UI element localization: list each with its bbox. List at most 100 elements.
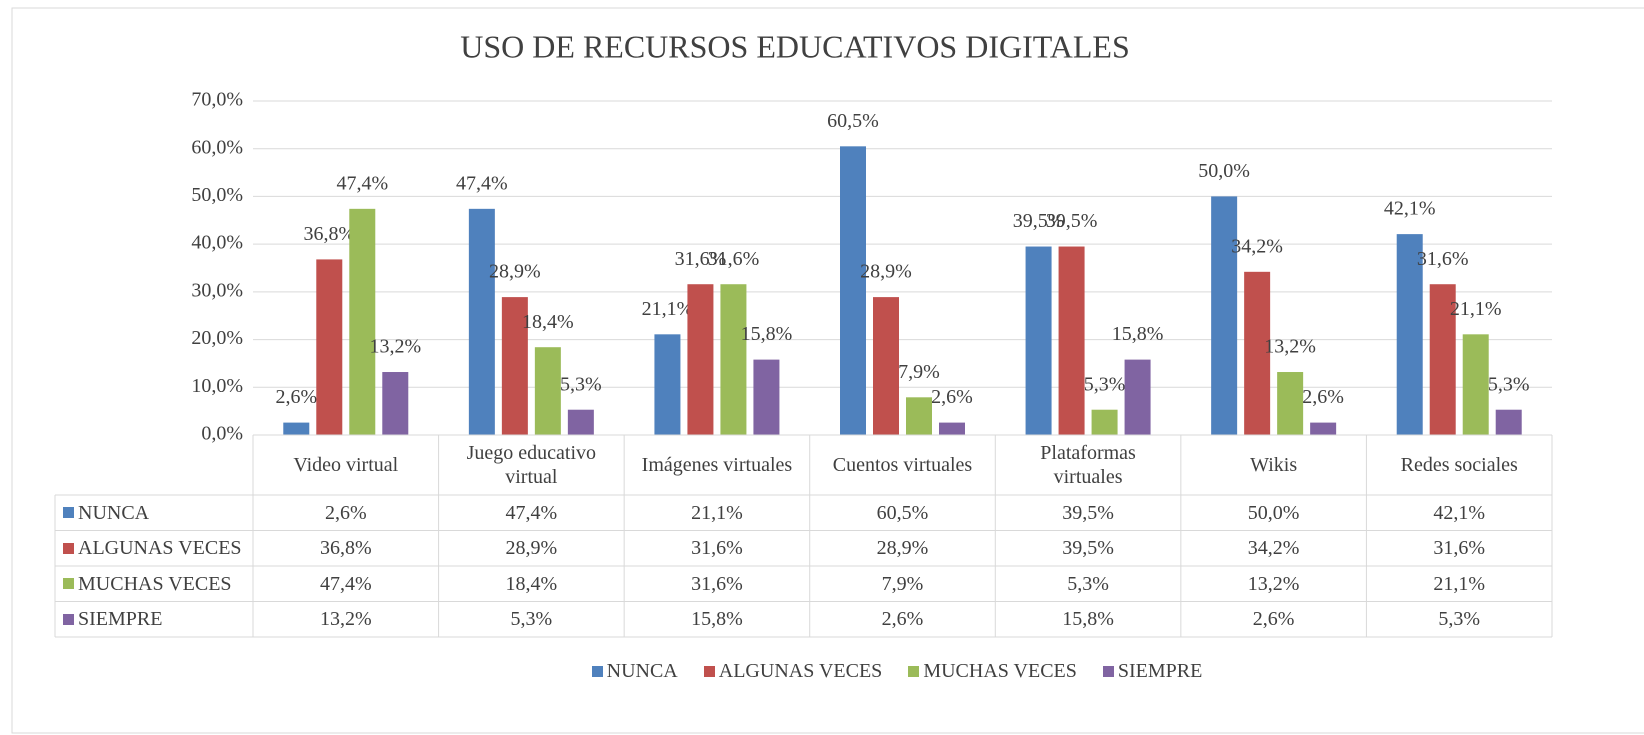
table-cell-text: 47,4% [505,501,558,524]
bar [1277,372,1304,435]
legend-swatch [908,665,920,677]
bar [687,284,714,435]
legend-label: NUNCA [606,659,678,682]
table-cell-text: 13,2% [319,608,372,631]
row-header-text: MUCHAS VECES [78,572,232,595]
legend-swatch [63,578,74,590]
table-cell: 21,1% [624,495,810,531]
bar [1025,246,1052,435]
row-header: ALGUNAS VECES [55,531,253,567]
table-cell: 50,0% [1181,495,1367,531]
category-header: Redes sociales [1366,435,1552,495]
table-cell-text: 5,3% [1067,572,1109,595]
category-header-text: Plataformas virtuales [1040,442,1136,488]
table-cell-text: 2,6% [324,501,367,524]
bar [349,208,376,435]
table-cell-text: 2,6% [1252,608,1295,631]
data-label: 28,9% [860,261,912,283]
table-cell: 5,3% [995,566,1181,602]
legend-swatch [63,507,74,519]
legend-item: SIEMPRE [1102,659,1203,683]
data-label: 28,9% [489,261,541,283]
legend-swatch [63,542,74,554]
table-cell: 5,3% [1366,602,1552,638]
bar [906,397,932,435]
legend-swatch [591,665,603,677]
table-cell: 34,2% [1181,531,1367,567]
table-cell-text: 15,8% [691,608,743,631]
table-cell: 31,6% [624,566,810,602]
data-label: 15,8% [1112,323,1164,345]
table-cell-text: 31,6% [1433,537,1486,560]
legend-label: SIEMPRE [1117,659,1203,682]
row-header-text: SIEMPRE [78,608,163,631]
table-cell-text: 34,2% [1247,537,1300,560]
table-cell: 36,8% [253,531,439,567]
table-cell-text: 21,1% [691,501,743,524]
row-header-text: ALGUNAS VECES [78,537,242,560]
table-cell: 42,1% [1366,495,1552,531]
bar [501,297,528,435]
table-cell: 15,8% [995,602,1181,638]
data-label: 18,4% [522,311,574,333]
data-label: 60,5% [827,110,879,132]
table-cell: 31,6% [624,531,810,567]
table-cell: 21,1% [1366,566,1552,602]
bar [1091,409,1118,435]
data-label: 47,4% [456,172,508,194]
table-cell: 15,8% [624,602,810,638]
category-header-text: Redes sociales [1400,454,1518,476]
bar [1462,334,1489,435]
table-cell-text: 5,3% [510,608,553,631]
data-label: 47,4% [336,172,388,194]
y-tick-label: 20,0% [191,327,243,349]
table-cell: 18,4% [439,566,625,602]
table-cell: 5,3% [439,602,625,638]
table-cell: 28,9% [439,531,625,567]
category-header-text: Juego educativo virtual [466,442,597,488]
data-label: 42,1% [1384,198,1436,220]
data-label: 7,9% [898,361,940,383]
data-label: 50,0% [1198,160,1250,182]
category-header: Imágenes virtuales [624,435,810,495]
table-cell-text: 47,4% [319,572,372,595]
table-cell-text: 50,0% [1247,501,1300,524]
table-cell-text: 42,1% [1433,501,1486,524]
category-header: Video virtual [253,435,439,495]
legend-item: ALGUNAS VECES [703,660,882,683]
table-cell-text: 36,8% [319,537,372,560]
bar [1495,409,1522,435]
data-label: 2,6% [931,386,973,408]
legend-swatch [63,613,74,625]
data-label: 5,3% [1084,373,1126,395]
category-header: Plataformas virtuales [995,435,1181,495]
bar [939,422,965,435]
table-cell: 39,5% [995,495,1181,531]
table-cell-text: 21,1% [1433,572,1486,595]
table-cell: 39,5% [995,531,1181,567]
table-cell: 28,9% [810,531,996,567]
data-label: 2,6% [275,386,317,408]
data-label: 15,8% [741,323,793,345]
bar [316,259,343,435]
table-cell-text: 31,6% [691,537,743,560]
data-label: 2,6% [1302,386,1344,408]
table-cell: 13,2% [253,602,439,638]
category-header: Juego educativo virtual [439,435,625,495]
bar [534,347,561,435]
bar [1124,359,1151,435]
legend-label: MUCHAS VECES [923,659,1077,682]
y-tick-label: 60,0% [191,136,243,158]
table-cell-text: 13,2% [1247,572,1300,595]
y-tick-label: 70,0% [191,89,243,111]
data-label: 21,1% [642,298,694,320]
bar [840,146,866,436]
data-label: 34,2% [1231,235,1283,257]
table-cell-text: 5,3% [1438,608,1481,631]
data-label: 31,6% [1417,248,1469,270]
table-cell: 31,6% [1366,531,1552,567]
table-cell-text: 2,6% [881,608,924,631]
data-label: 36,8% [303,223,355,245]
y-tick-label: 30,0% [191,279,243,301]
legend: NUNCA ALGUNAS VECES MUCHAS VECES SIEMPRE [0,656,1644,686]
